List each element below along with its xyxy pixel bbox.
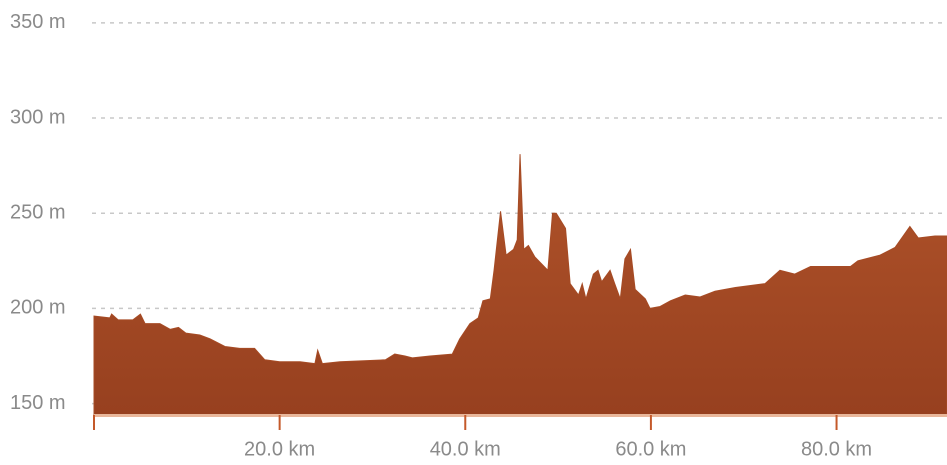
y-tick-label: 200 m — [10, 297, 66, 319]
y-tick-label: 150 m — [10, 392, 66, 414]
x-tick-label: 40.0 km — [430, 438, 501, 460]
x-tick-label: 80.0 km — [801, 438, 872, 460]
y-tick-label: 300 m — [10, 106, 66, 128]
y-tick-label: 250 m — [10, 201, 66, 223]
x-tick-label: 60.0 km — [615, 438, 686, 460]
x-tick-label: 20.0 km — [244, 438, 315, 460]
baseline-strip — [94, 414, 947, 417]
elevation-area — [93, 154, 947, 416]
y-tick-label: 350 m — [10, 11, 66, 33]
